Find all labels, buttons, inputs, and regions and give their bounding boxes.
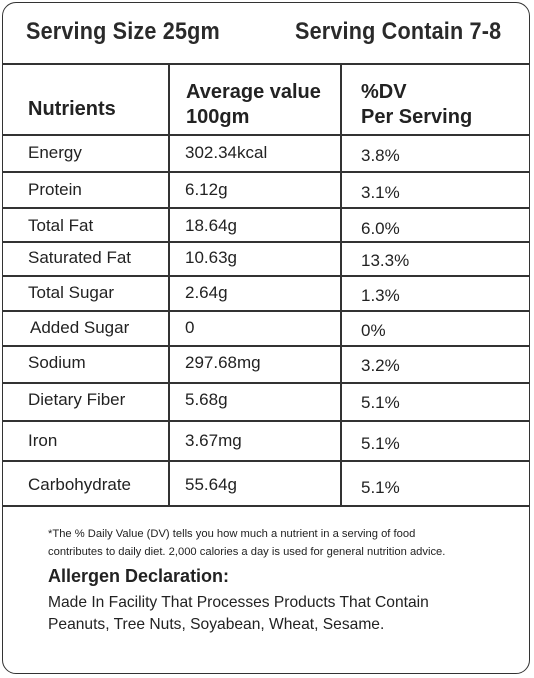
column-divider-2 (340, 63, 342, 505)
row-divider (2, 241, 530, 243)
nutrient-name: Carbohydrate (28, 475, 132, 494)
nutrient-dv-value: 1.3% (361, 286, 400, 305)
serving-contain-heading: Serving Contain 7-8 (295, 18, 502, 45)
col-header-dv-line1: %DV (361, 81, 407, 103)
nutrient-dv-value: 3.8% (361, 146, 400, 165)
nutrient-name: Iron (28, 431, 58, 450)
nutrient-name: Protein (28, 180, 82, 199)
nutrient-dv-value: 0% (361, 321, 386, 340)
allergen-text: Made In Facility That Processes Products… (48, 592, 518, 636)
footnote-line2: contributes to daily diet. 2,000 calorie… (48, 546, 446, 558)
nutrient-average-value: 5.68g (185, 390, 228, 409)
col-header-average: Average value 100gm (186, 80, 321, 130)
nutrient-name: Total Fat (28, 216, 94, 235)
row-divider (2, 207, 530, 209)
nutrient-name: Total Sugar (28, 283, 114, 302)
nutrient-dv-value: 6.0% (361, 219, 400, 238)
nutrient-average-value: 2.64g (185, 283, 228, 302)
row-divider (2, 134, 530, 136)
table-top-border (2, 63, 530, 65)
table-bottom-border (2, 505, 530, 507)
nutrient-average-value: 0 (185, 318, 195, 337)
nutrient-dv-value: 3.2% (361, 356, 400, 375)
allergen-title: Allergen Declaration: (48, 566, 230, 586)
nutrient-name: Dietary Fiber (28, 390, 126, 409)
row-divider (2, 420, 530, 422)
col-header-average-line2: 100gm (186, 106, 250, 128)
nutrient-average-value: 10.63g (185, 248, 237, 267)
nutrient-name: Added Sugar (30, 318, 130, 337)
nutrient-average-value: 18.64g (185, 216, 237, 235)
nutrient-average-value: 6.12g (185, 180, 228, 199)
col-header-nutrients: Nutrients (28, 98, 116, 120)
footnote-line1: *The % Daily Value (DV) tells you how mu… (48, 528, 416, 540)
nutrient-average-value: 297.68mg (185, 353, 261, 372)
row-divider (2, 171, 530, 173)
row-divider (2, 275, 530, 277)
row-divider (2, 460, 530, 462)
nutrient-average-value: 3.67mg (185, 431, 242, 450)
row-divider (2, 310, 530, 312)
allergen-line1: Made In Facility That Processes Products… (48, 594, 429, 611)
nutrient-dv-value: 5.1% (361, 393, 400, 412)
col-header-dv-line2: Per Serving (361, 106, 473, 128)
nutrient-name: Sodium (28, 353, 86, 372)
row-divider (2, 345, 530, 347)
nutrient-name: Energy (28, 143, 82, 162)
allergen-line2: Peanuts, Tree Nuts, Soyabean, Wheat, Ses… (48, 616, 385, 633)
nutrient-dv-value: 5.1% (361, 478, 400, 497)
nutrient-dv-value: 5.1% (361, 434, 400, 453)
row-divider (2, 382, 530, 384)
col-header-average-line1: Average value (186, 81, 321, 103)
nutrient-average-value: 302.34kcal (185, 143, 268, 162)
column-divider-1 (168, 63, 170, 505)
nutrient-average-value: 55.64g (185, 475, 237, 494)
nutrient-dv-value: 3.1% (361, 183, 400, 202)
serving-size-heading: Serving Size 25gm (26, 18, 220, 45)
col-header-dv: %DV Per Serving (361, 80, 472, 130)
nutrient-dv-value: 13.3% (361, 251, 410, 270)
nutrient-name: Saturated Fat (28, 248, 132, 267)
